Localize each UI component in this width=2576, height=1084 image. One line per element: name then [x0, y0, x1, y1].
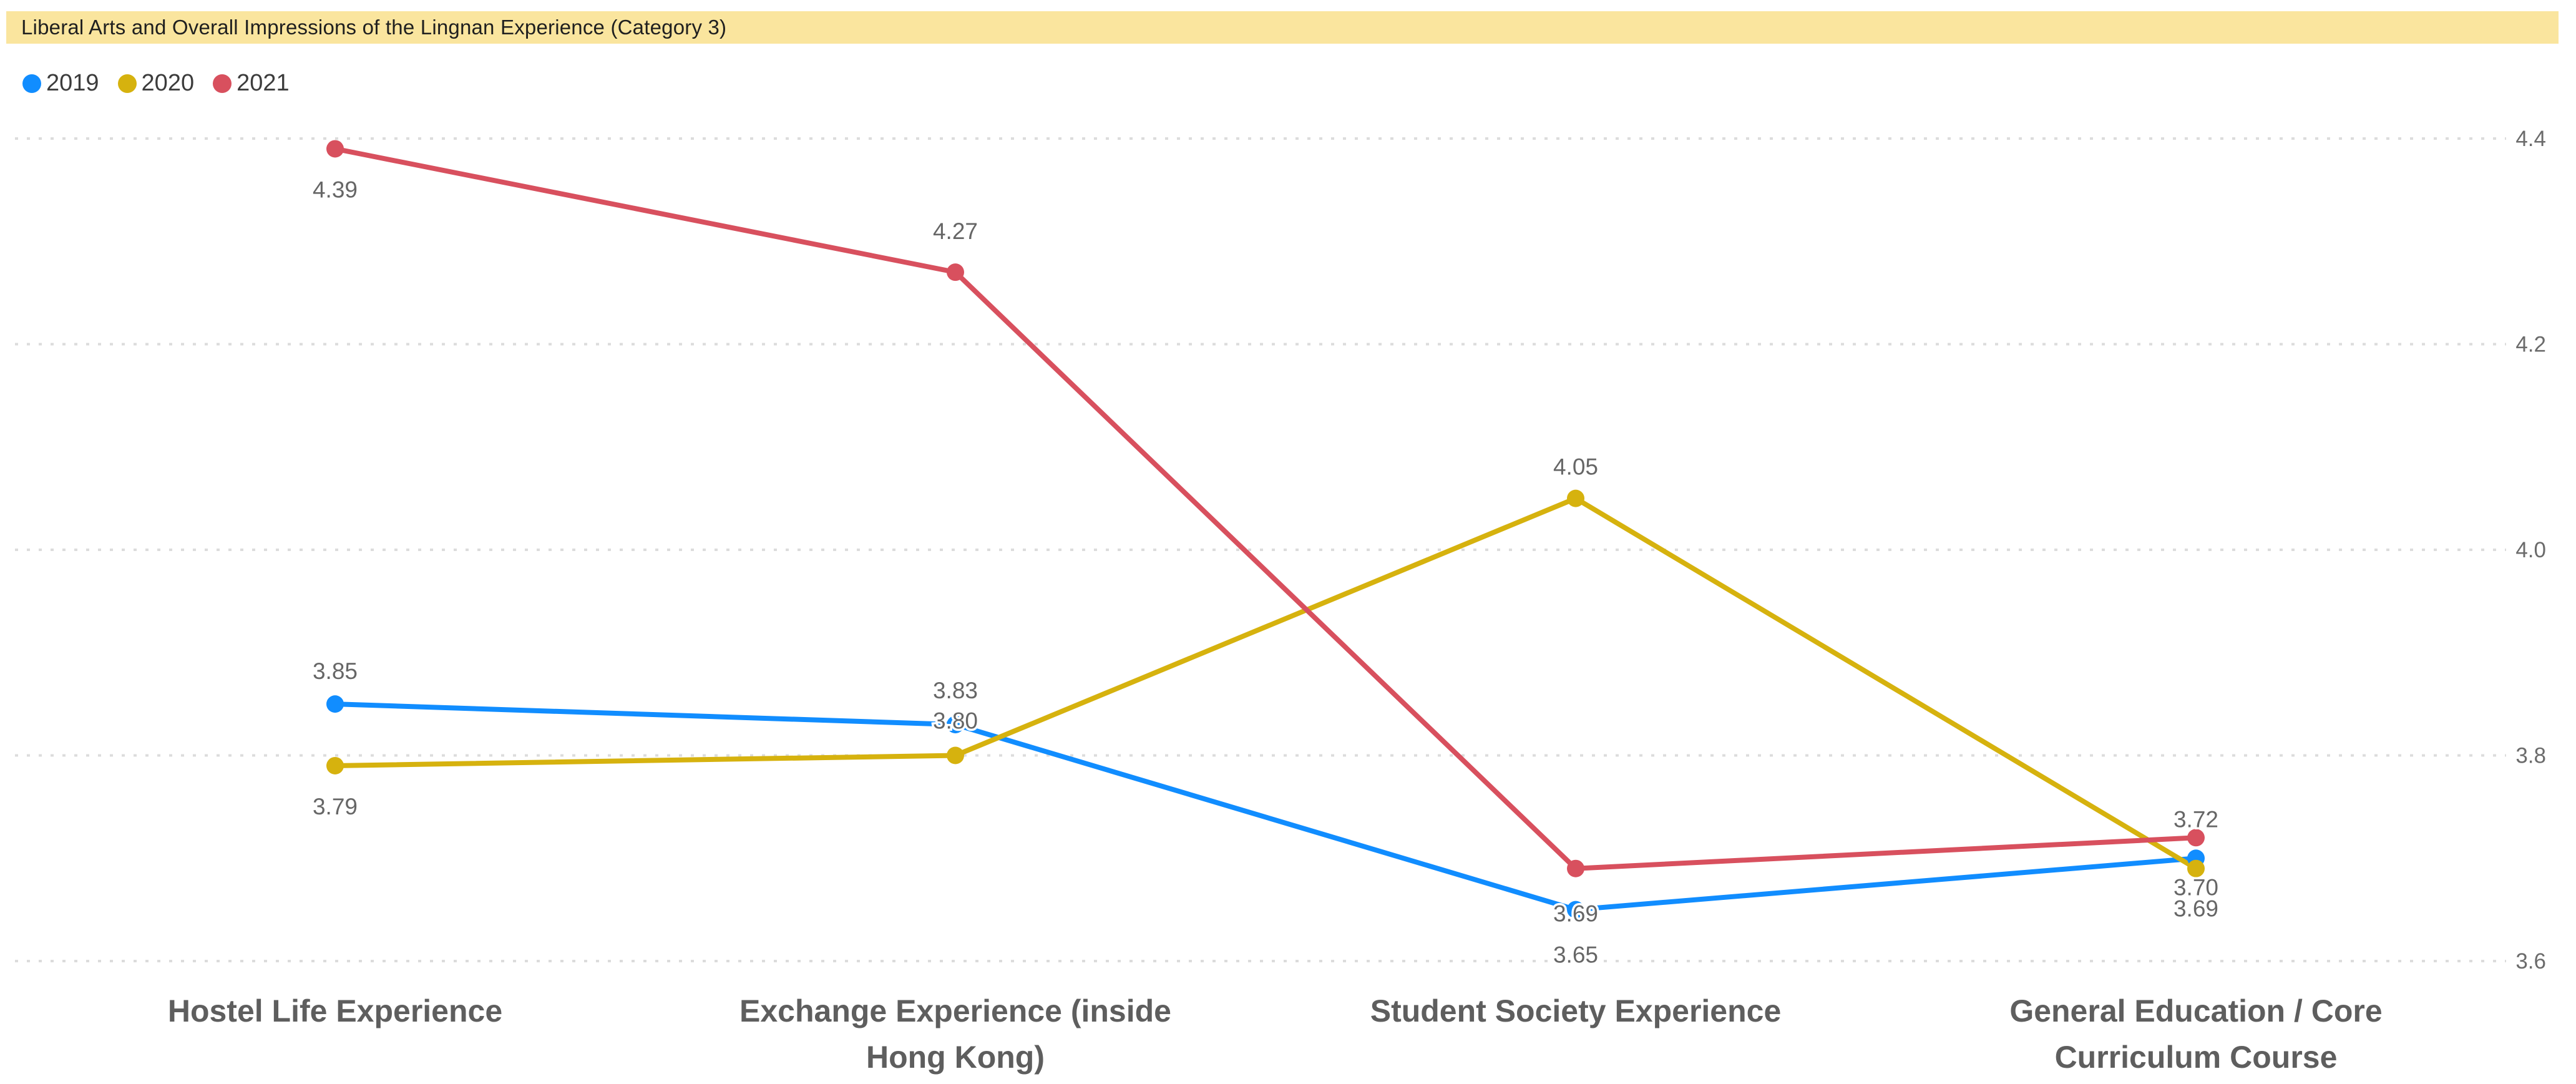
data-point-2021-1[interactable] [326, 140, 344, 158]
series-line-2021 [333, 146, 2198, 871]
data-label-2021-4: 3.72 [2174, 806, 2218, 832]
data-label-2019-3: 3.65 [1553, 942, 1598, 968]
y-axis-tick-label: 4.0 [2515, 538, 2546, 562]
y-axis-tick-label: 3.6 [2515, 949, 2546, 974]
data-point-2021-2[interactable] [947, 263, 964, 281]
legend-item-2020[interactable]: 2020 [117, 70, 195, 97]
data-label-2019-2: 3.83 [933, 678, 978, 703]
data-point-2019-3[interactable] [1567, 901, 1584, 919]
data-point-2020-4[interactable] [2187, 859, 2205, 877]
data-label-2021-2: 4.27 [933, 218, 978, 244]
legend-item-2021[interactable]: 2021 [213, 70, 290, 97]
x-axis-category-label: General Education / Core [2009, 994, 2382, 1028]
data-label-2020-2: 3.80 [933, 708, 978, 734]
data-label-2020-4: 3.69 [2174, 896, 2218, 922]
y-axis-tick-label: 3.8 [2515, 744, 2546, 768]
legend-dot-icon [22, 74, 41, 93]
data-point-2020-1[interactable] [326, 756, 344, 774]
chart-title-bar: Liberal Arts and Overall Impressions of … [6, 11, 2559, 44]
data-label-2020-1: 3.79 [313, 794, 358, 819]
series-line-2020 [333, 496, 2198, 871]
legend-item-label: 2020 [141, 70, 195, 96]
data-point-2021-3[interactable] [1567, 859, 1584, 877]
y-axis-tick-label: 4.2 [2515, 333, 2546, 357]
x-axis-category-label: Hostel Life Experience [168, 994, 502, 1028]
x-axis-category-label: Student Society Experience [1370, 994, 1782, 1028]
y-axis-tick-label: 4.4 [2515, 127, 2546, 151]
data-label-2021-3: 3.69 [1553, 901, 1598, 927]
series-line-2019 [333, 701, 2198, 912]
legend-item-label: 2019 [46, 70, 99, 96]
data-point-2020-3[interactable] [1567, 489, 1584, 507]
data-point-2021-4[interactable] [2187, 829, 2205, 847]
legend: 2019 2020 2021 [22, 70, 290, 97]
x-axis-category-label: Exchange Experience (inside [739, 994, 1171, 1028]
legend-dot-icon [117, 74, 137, 93]
x-axis-category-label: Hong Kong) [866, 1040, 1045, 1075]
data-label-2020-3: 4.05 [1553, 454, 1598, 480]
chart-title: Liberal Arts and Overall Impressions of … [21, 16, 727, 39]
legend-dot-icon [213, 74, 232, 93]
data-point-2019-1[interactable] [326, 695, 344, 713]
data-point-2020-2[interactable] [947, 746, 964, 764]
data-label-2019-1: 3.85 [313, 658, 358, 684]
data-label-2021-1: 4.39 [313, 177, 358, 202]
legend-item-2019[interactable]: 2019 [22, 70, 99, 97]
x-axis-category-label: Curriculum Course [2055, 1040, 2338, 1075]
data-label-2019-4: 3.70 [2174, 874, 2218, 900]
data-point-2019-2[interactable] [947, 716, 964, 734]
legend-item-label: 2021 [237, 70, 290, 96]
